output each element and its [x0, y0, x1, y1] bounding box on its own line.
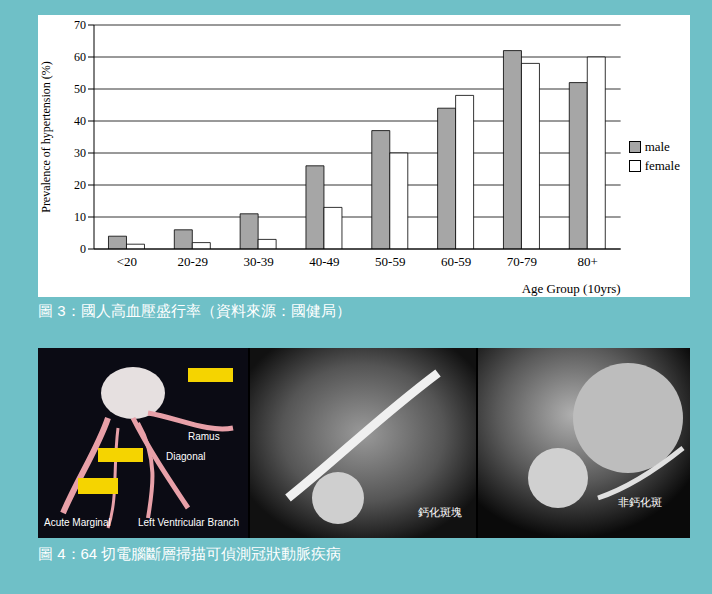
svg-text:60-59: 60-59	[441, 254, 471, 269]
svg-text:60: 60	[74, 50, 86, 64]
svg-text:Prevalence of hypertension (%): Prevalence of hypertension (%)	[39, 61, 53, 213]
svg-text:鈣化斑塊: 鈣化斑塊	[418, 506, 462, 518]
svg-text:30-39: 30-39	[243, 254, 273, 269]
svg-text:Left Ventricular Branch: Left Ventricular Branch	[138, 517, 239, 528]
svg-text:80+: 80+	[578, 254, 598, 269]
svg-text:Acute Marginal: Acute Marginal	[44, 517, 111, 528]
html-text:male: male	[644, 138, 670, 154]
svg-text:50: 50	[74, 82, 86, 96]
html-text:圖 4：64 切電腦斷層掃描可偵測冠狀動脈疾病: 圖 4：64 切電腦斷層掃描可偵測冠狀動脈疾病	[38, 545, 342, 562]
svg-text:50-59: 50-59	[375, 254, 405, 269]
svg-text:20: 20	[74, 178, 86, 192]
svg-text:0: 0	[80, 242, 86, 256]
svg-text:20-29: 20-29	[178, 254, 208, 269]
svg-text:40: 40	[74, 114, 86, 128]
svg-text:非鈣化斑: 非鈣化斑	[618, 496, 662, 508]
html-text:female: female	[644, 157, 680, 173]
svg-text:10: 10	[74, 210, 86, 224]
svg-text:Ramus: Ramus	[188, 431, 220, 442]
svg-text:70-79: 70-79	[507, 254, 537, 269]
svg-text:Age Group (10yrs): Age Group (10yrs)	[522, 281, 621, 296]
svg-text:Diagonal: Diagonal	[166, 451, 205, 462]
html-text:圖 3：國人高血壓盛行率（資料來源：國健局）: 圖 3：國人高血壓盛行率（資料來源：國健局）	[38, 302, 351, 319]
svg-text:70: 70	[74, 18, 86, 32]
svg-text:40-49: 40-49	[309, 254, 339, 269]
svg-text:<20: <20	[117, 254, 137, 269]
svg-text:30: 30	[74, 146, 86, 160]
